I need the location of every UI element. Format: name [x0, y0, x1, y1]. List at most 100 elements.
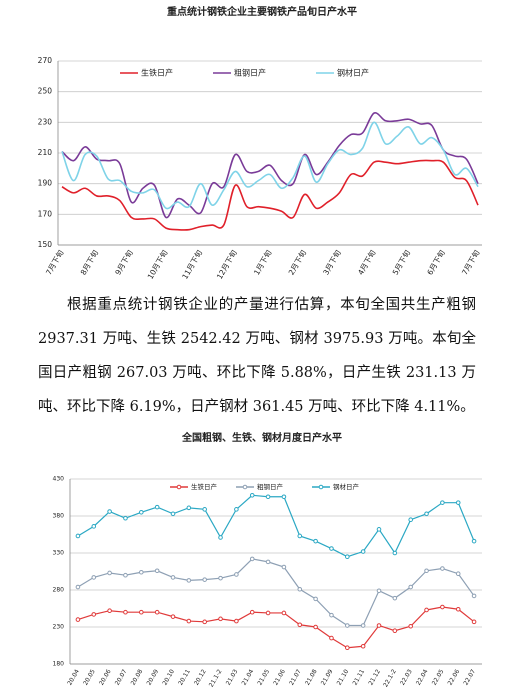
point-marker	[123, 572, 128, 578]
x-tick-label: 20.08	[130, 668, 145, 687]
x-tick-label: 7月下旬	[43, 248, 66, 277]
point-marker	[281, 564, 287, 570]
point-marker	[186, 578, 192, 583]
point-marker	[249, 492, 255, 498]
y-tick-label: 430	[53, 476, 65, 483]
x-tick-label: 7月下旬	[459, 248, 482, 277]
point-marker	[471, 619, 477, 625]
point-marker	[186, 618, 192, 624]
point-marker	[249, 556, 255, 562]
point-marker	[376, 588, 382, 594]
x-tick-label: 21.11	[352, 668, 367, 687]
point-marker	[408, 584, 413, 590]
chart-title: 全国粗钢、生铁、钢材月度日产水平	[181, 431, 342, 444]
point-marker	[218, 535, 223, 540]
x-tick-label: 22.07	[462, 668, 477, 687]
point-marker	[424, 607, 429, 613]
point-marker	[107, 570, 112, 576]
point-marker	[392, 595, 398, 601]
x-tick-label: 20.05	[82, 668, 97, 687]
chart: 重点统计钢铁企业主要钢铁产品旬日产水平 150 170 190 210 230 250 270…	[38, 5, 482, 281]
x-tick-label: 21.09	[320, 668, 335, 687]
series-line	[61, 121, 479, 210]
y-tick-label: 270	[38, 56, 53, 65]
legend-label: 钢材日产	[337, 68, 369, 78]
chart-title: 重点统计钢铁企业主要钢铁产品旬日产水平	[167, 5, 357, 18]
point-marker	[202, 507, 207, 512]
point-marker	[75, 617, 81, 622]
legend-label: 生铁日产	[191, 482, 218, 491]
point-marker	[281, 610, 287, 616]
x-tick-label: 20.12	[193, 668, 208, 687]
x-tick-label: 22.06	[447, 668, 462, 687]
x-tick-label: 10月下旬	[145, 248, 170, 281]
point-marker	[329, 546, 334, 551]
point-marker	[360, 643, 366, 649]
point-marker	[75, 584, 81, 590]
legend-label: 钢材日产	[333, 482, 360, 491]
series-line	[77, 494, 475, 558]
point-marker	[170, 614, 176, 619]
x-tick-label: 21.12	[367, 668, 382, 687]
point-marker	[154, 568, 160, 574]
point-marker	[218, 575, 223, 581]
point-marker	[313, 538, 318, 544]
point-marker	[139, 609, 144, 615]
point-marker	[408, 517, 413, 522]
x-tick-label: 22.1-2	[382, 668, 398, 688]
point-marker	[170, 511, 176, 517]
legend-marker	[318, 484, 324, 490]
point-marker	[313, 624, 318, 630]
point-marker	[345, 623, 350, 628]
point-marker	[440, 566, 445, 571]
x-tick-label: 9月下旬	[112, 248, 135, 277]
point-marker	[345, 645, 350, 651]
y-tick-label: 230	[53, 624, 65, 631]
point-marker	[360, 623, 366, 628]
x-tick-label: 21.03	[225, 668, 240, 687]
point-marker	[139, 569, 144, 575]
y-tick-label: 150	[38, 240, 53, 249]
y-tick-label: 250	[38, 87, 53, 96]
y-tick-label: 380	[53, 513, 65, 520]
y-tick-label: 180	[53, 661, 65, 668]
point-marker	[471, 538, 477, 544]
point-marker	[376, 623, 382, 628]
x-tick-label: 4月下旬	[355, 248, 378, 277]
x-tick-label: 6月下旬	[424, 248, 447, 277]
x-tick-label: 22.05	[431, 668, 446, 687]
series-line	[61, 112, 479, 219]
point-marker	[234, 572, 239, 577]
point-marker	[313, 596, 318, 602]
point-marker	[376, 527, 382, 532]
point-marker	[154, 504, 160, 510]
point-marker	[218, 616, 223, 622]
point-marker	[440, 500, 445, 505]
x-tick-label: 20.04	[66, 668, 81, 687]
point-marker	[154, 609, 160, 615]
legend-label: 生铁日产	[141, 68, 173, 78]
point-marker	[265, 494, 271, 500]
point-marker	[329, 612, 334, 618]
point-marker	[297, 586, 303, 592]
point-marker	[139, 510, 144, 515]
point-marker	[107, 509, 112, 514]
x-tick-label: 21.10	[336, 668, 351, 687]
x-tick-label: 3月下旬	[320, 248, 343, 277]
point-marker	[202, 619, 207, 625]
y-tick-label: 170	[38, 209, 53, 218]
series-line	[77, 558, 475, 627]
point-marker	[440, 604, 445, 610]
point-marker	[424, 568, 429, 574]
point-marker	[297, 533, 303, 539]
point-marker	[91, 524, 97, 529]
x-tick-label: 2月下旬	[286, 248, 309, 277]
x-tick-label: 20.10	[161, 668, 176, 687]
legend-marker	[242, 484, 248, 490]
point-marker	[234, 507, 239, 512]
point-marker	[265, 559, 271, 565]
x-tick-label: 21.1-2	[208, 668, 224, 688]
point-marker	[455, 500, 461, 505]
x-tick-label: 21.06	[272, 668, 287, 687]
